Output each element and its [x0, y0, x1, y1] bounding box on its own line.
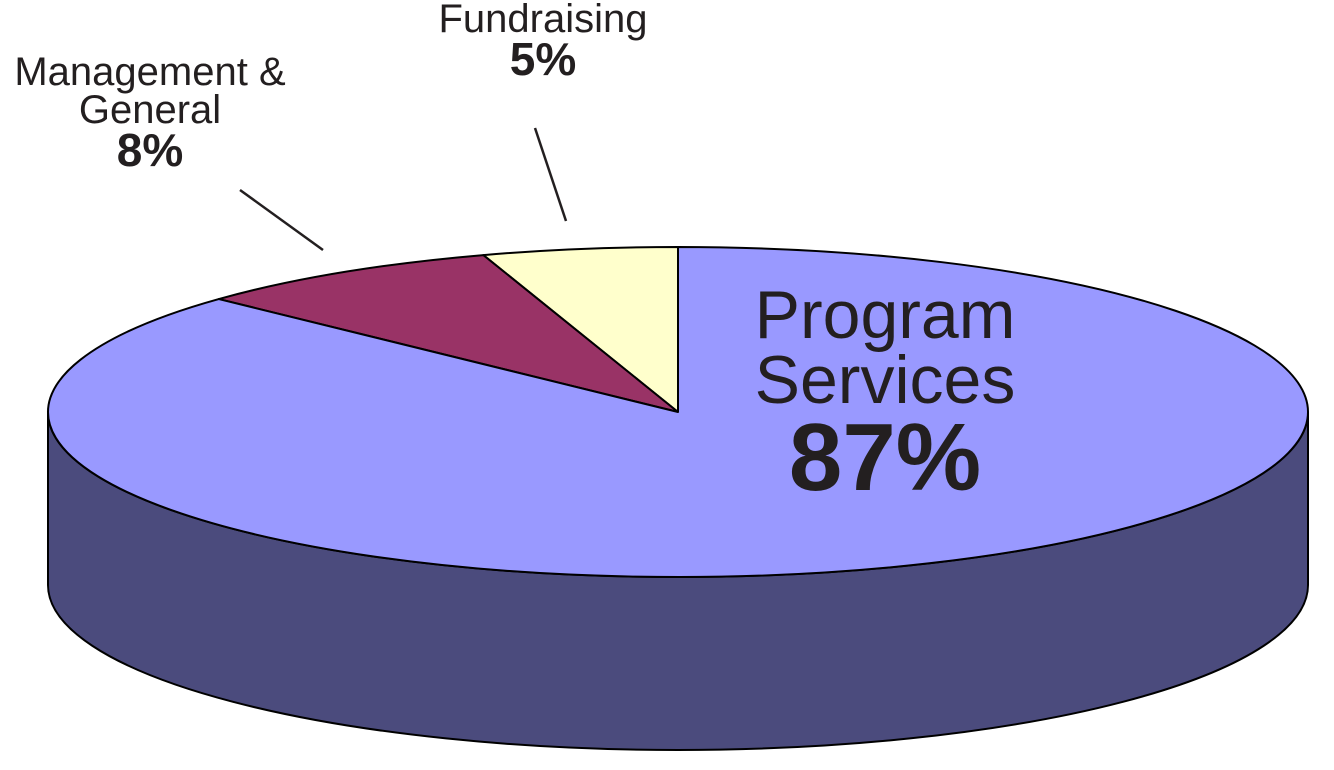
slice-label: Fundraising 5% [393, 0, 693, 82]
pie-slice [482, 246, 679, 413]
leader-line [533, 127, 568, 222]
slice-label: Program Services 87% [735, 277, 1035, 512]
category-label: Fundraising [438, 0, 648, 41]
value-label: 8% [116, 124, 184, 176]
leader-line [239, 188, 324, 252]
pie-slice [47, 246, 1309, 578]
pie-slice [217, 254, 679, 413]
value-label: 5% [509, 33, 577, 85]
category-label: Management & General [14, 50, 286, 132]
slice-label: Management & General 8% [0, 50, 300, 176]
category-label: Program Services [754, 277, 1016, 418]
value-label: 87% [788, 404, 982, 512]
